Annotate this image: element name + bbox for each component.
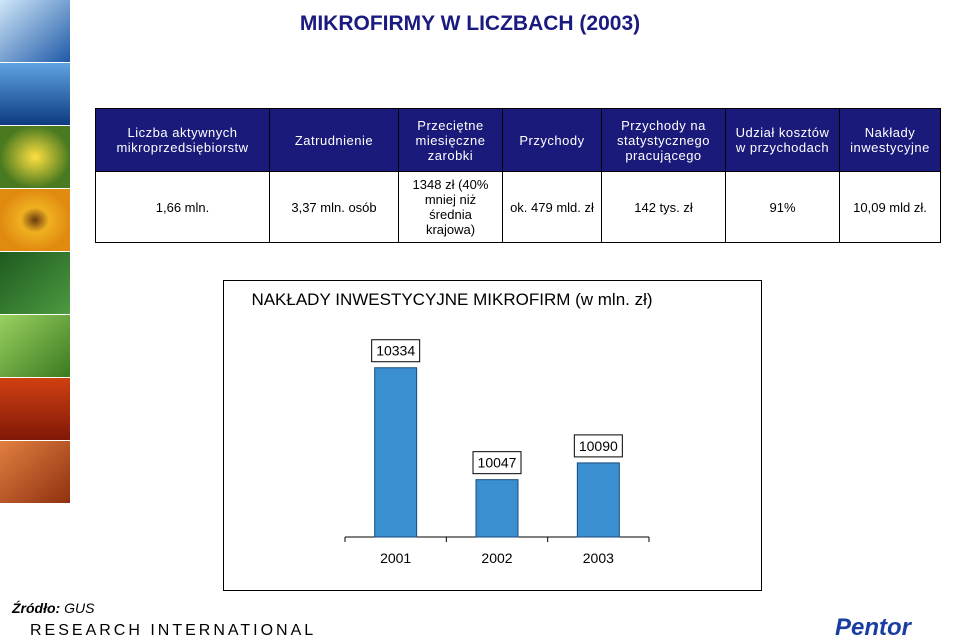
header-cell: Przychody na statystycznego pracującego [601,108,726,172]
data-cell: 91% [725,171,840,243]
source-label: Źródło: [12,600,61,616]
value-label-box [472,451,522,475]
source-value: GUS [64,600,95,616]
chart: NAKŁADY INWESTYCYJNE MIKROFIRM (w mln. z… [223,280,762,591]
data-cell: 10,09 mld zł. [839,171,941,243]
data-cell: 3,37 mln. osób [269,171,399,243]
value-label: 10047 [478,455,517,471]
data-cell: 1,66 mln. [95,171,270,243]
data-cell: 1348 zł (40% mniej niż średnia krajowa) [398,171,503,243]
data-cell: ok. 479 mld. zł [502,171,602,243]
data-row: 1,66 mln. 3,37 mln. osób 1348 zł (40% mnie… [95,171,941,243]
header-cell: Przeciętne miesięczne zarobki [398,108,503,172]
slide-title: MIKROFIRMY W LICZBACH (2003) [299,12,641,35]
header-cell: Przychody [502,108,602,172]
value-label: 10334 [376,343,415,359]
header-cell: Liczba aktywnych mikroprzedsiębiorstw [95,108,270,172]
photo-strip [0,0,70,503]
value-label-box [573,434,623,458]
chart-title: NAKŁADY INWESTYCYJNE MIKROFIRM (w mln. z… [251,290,652,309]
bar [475,479,519,538]
bar [576,462,620,538]
x-tick-label: 2003 [583,550,614,566]
header-cell: Udział kosztów w przychodach [725,108,840,172]
header-row: Liczba aktywnych mikroprzedsiębiorstw Zat… [95,108,941,172]
value-label: 10090 [579,438,618,454]
value-label-box [371,339,421,363]
stats-table: Liczba aktywnych mikroprzedsiębiorstw Zat… [95,108,941,243]
bar [374,367,418,538]
data-cell: 142 tys. zł [601,171,726,243]
chart-frame [223,280,762,591]
x-tick-label: 2001 [380,550,411,566]
header-cell: Nakłady inwestycyjne [839,108,941,172]
company-name: RESEARCH INTERNATIONAL [30,622,317,639]
logo: Pentor [835,614,912,641]
x-tick-label: 2002 [481,550,512,566]
header-cell: Zatrudnienie [269,108,399,172]
source: Źródło: GUS [12,600,94,616]
